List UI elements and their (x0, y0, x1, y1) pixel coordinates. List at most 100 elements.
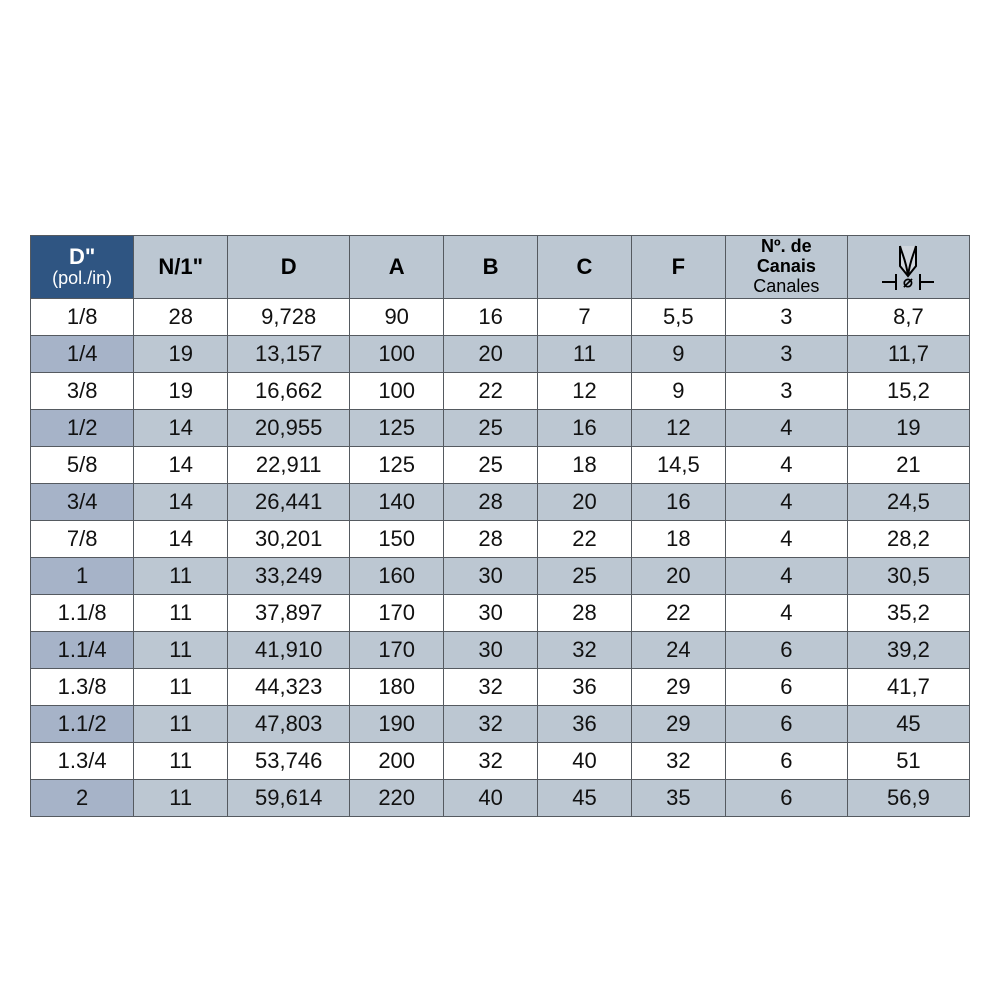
col-channels-l2: Canais (727, 257, 846, 277)
cell-ch: 4 (725, 558, 847, 595)
cell-a: 160 (350, 558, 444, 595)
cell-n: 11 (134, 743, 228, 780)
cell-b: 22 (444, 373, 538, 410)
cell-ch: 6 (725, 669, 847, 706)
cell-d_in: 7/8 (31, 521, 134, 558)
cell-f: 14,5 (631, 447, 725, 484)
cell-a: 170 (350, 632, 444, 669)
cell-a: 180 (350, 669, 444, 706)
cell-a: 220 (350, 780, 444, 817)
cell-dia: 30,5 (847, 558, 969, 595)
cell-dia: 28,2 (847, 521, 969, 558)
cell-a: 100 (350, 336, 444, 373)
table-row: 3/81916,66210022129315,2 (31, 373, 970, 410)
cell-f: 9 (631, 373, 725, 410)
cell-d: 47,803 (228, 706, 350, 743)
cell-f: 29 (631, 669, 725, 706)
cell-d_in: 2 (31, 780, 134, 817)
cell-c: 18 (538, 447, 632, 484)
cell-a: 125 (350, 447, 444, 484)
cell-a: 200 (350, 743, 444, 780)
cell-ch: 4 (725, 521, 847, 558)
cell-b: 30 (444, 558, 538, 595)
cell-a: 100 (350, 373, 444, 410)
cell-ch: 4 (725, 447, 847, 484)
cell-c: 36 (538, 706, 632, 743)
cell-n: 11 (134, 595, 228, 632)
cell-d: 53,746 (228, 743, 350, 780)
table-row: 3/41426,441140282016424,5 (31, 484, 970, 521)
diameter-symbol: ⌀ (904, 274, 914, 290)
cell-d_in: 1.1/8 (31, 595, 134, 632)
cell-d_in: 1.1/2 (31, 706, 134, 743)
cell-n: 11 (134, 780, 228, 817)
cell-d: 59,614 (228, 780, 350, 817)
table-body: 1/8289,728901675,538,71/41913,1571002011… (31, 299, 970, 817)
table-row: 1.1/21147,803190323629645 (31, 706, 970, 743)
cell-b: 25 (444, 447, 538, 484)
cell-c: 40 (538, 743, 632, 780)
cell-d_in: 1.1/4 (31, 632, 134, 669)
col-d: D (228, 236, 350, 299)
cell-f: 24 (631, 632, 725, 669)
cell-ch: 3 (725, 373, 847, 410)
cell-b: 20 (444, 336, 538, 373)
col-d-inch-line2: (pol./in) (32, 269, 132, 289)
cell-c: 20 (538, 484, 632, 521)
table-row: 1.1/41141,910170303224639,2 (31, 632, 970, 669)
cell-d_in: 1.3/4 (31, 743, 134, 780)
cell-n: 11 (134, 669, 228, 706)
cell-c: 32 (538, 632, 632, 669)
table-row: 1/8289,728901675,538,7 (31, 299, 970, 336)
table-row: 1.3/81144,323180323629641,7 (31, 669, 970, 706)
cell-d_in: 5/8 (31, 447, 134, 484)
table-row: 1/41913,15710020119311,7 (31, 336, 970, 373)
cell-d: 22,911 (228, 447, 350, 484)
cell-d: 41,910 (228, 632, 350, 669)
col-c: C (538, 236, 632, 299)
cell-ch: 3 (725, 299, 847, 336)
cell-dia: 56,9 (847, 780, 969, 817)
col-n: N/1" (134, 236, 228, 299)
cell-ch: 6 (725, 743, 847, 780)
cell-a: 90 (350, 299, 444, 336)
cell-ch: 3 (725, 336, 847, 373)
cell-c: 36 (538, 669, 632, 706)
cell-dia: 11,7 (847, 336, 969, 373)
cell-d_in: 1/2 (31, 410, 134, 447)
cell-c: 28 (538, 595, 632, 632)
cell-dia: 45 (847, 706, 969, 743)
cell-n: 19 (134, 373, 228, 410)
cell-f: 20 (631, 558, 725, 595)
cell-dia: 39,2 (847, 632, 969, 669)
cell-ch: 6 (725, 706, 847, 743)
cell-b: 16 (444, 299, 538, 336)
cell-d: 13,157 (228, 336, 350, 373)
cell-n: 14 (134, 521, 228, 558)
col-d-inch-line1: D" (69, 244, 95, 269)
cell-n: 14 (134, 484, 228, 521)
cell-d: 30,201 (228, 521, 350, 558)
cell-b: 28 (444, 521, 538, 558)
cell-b: 40 (444, 780, 538, 817)
cell-d: 9,728 (228, 299, 350, 336)
cell-f: 12 (631, 410, 725, 447)
cell-n: 11 (134, 706, 228, 743)
col-channels-l3: Canales (727, 277, 846, 297)
cell-b: 32 (444, 669, 538, 706)
cell-b: 32 (444, 706, 538, 743)
cell-dia: 8,7 (847, 299, 969, 336)
cell-b: 30 (444, 595, 538, 632)
header-row: D" (pol./in) N/1" D A B C F Nº. de Canai… (31, 236, 970, 299)
cell-ch: 4 (725, 484, 847, 521)
cell-n: 11 (134, 632, 228, 669)
cell-dia: 35,2 (847, 595, 969, 632)
cell-d_in: 1 (31, 558, 134, 595)
cell-n: 14 (134, 410, 228, 447)
cell-dia: 51 (847, 743, 969, 780)
table-row: 1/21420,955125251612419 (31, 410, 970, 447)
cell-a: 190 (350, 706, 444, 743)
table-row: 7/81430,201150282218428,2 (31, 521, 970, 558)
cell-c: 12 (538, 373, 632, 410)
cell-n: 14 (134, 447, 228, 484)
